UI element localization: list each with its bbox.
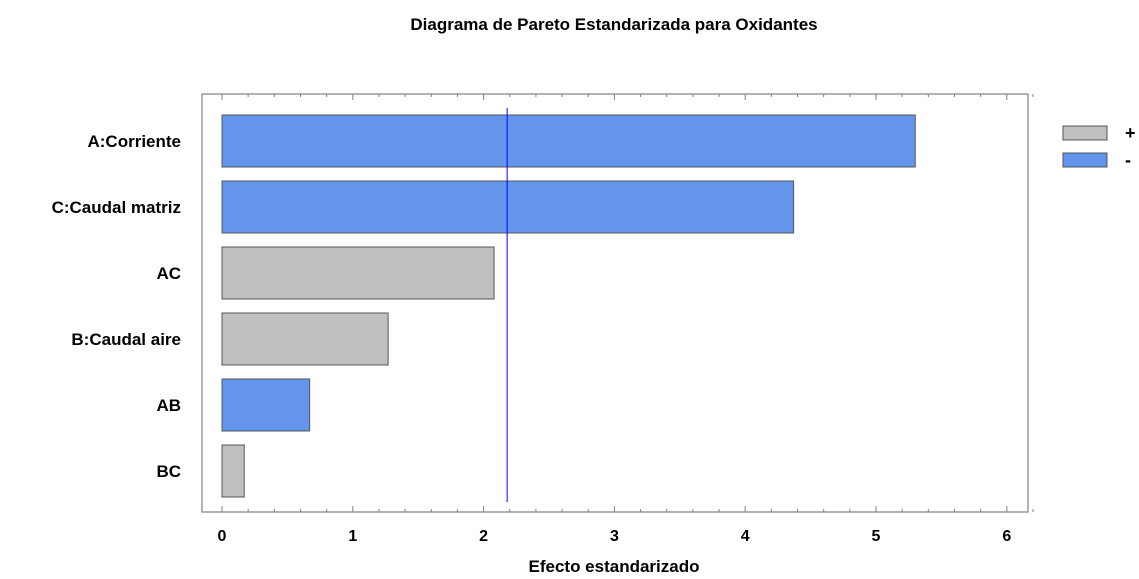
category-labels: A:Corriente C:Caudal matriz AC B:Caudal air… bbox=[52, 132, 181, 481]
chart-title: Diagrama de Pareto Estandarizada para Ox… bbox=[410, 15, 817, 34]
bar-bc bbox=[221, 444, 245, 498]
bar-c-caudal-matriz bbox=[221, 180, 795, 234]
x-tick-label: 2 bbox=[479, 528, 488, 545]
legend-label: + bbox=[1125, 123, 1136, 143]
x-tick-labels: 0 1 2 3 4 5 6 bbox=[218, 528, 1012, 545]
x-tick-label: 6 bbox=[1002, 528, 1011, 545]
bar-ab bbox=[221, 378, 311, 432]
legend: +- bbox=[1062, 123, 1136, 170]
x-tick-label: 3 bbox=[610, 528, 619, 545]
top-minor-ticks bbox=[221, 94, 1034, 100]
bar-ac bbox=[221, 246, 495, 300]
category-label: AC bbox=[156, 264, 181, 283]
x-tick-label: 0 bbox=[218, 528, 227, 545]
category-label: BC bbox=[156, 462, 181, 481]
x-axis-label: Efecto estandarizado bbox=[529, 557, 700, 576]
bars-group bbox=[221, 114, 916, 498]
x-tick-label: 5 bbox=[872, 528, 881, 545]
category-label: B:Caudal aire bbox=[71, 330, 181, 349]
legend-swatch bbox=[1062, 152, 1108, 168]
bar-a-corriente bbox=[221, 114, 916, 168]
category-label: A:Corriente bbox=[87, 132, 181, 151]
category-label: C:Caudal matriz bbox=[52, 198, 181, 217]
x-tick-label: 1 bbox=[348, 528, 357, 545]
legend-label: - bbox=[1125, 150, 1131, 170]
category-label: AB bbox=[156, 396, 181, 415]
x-tick-label: 4 bbox=[741, 528, 750, 545]
bar-b-caudal-aire bbox=[221, 312, 389, 366]
x-axis-ticks bbox=[221, 506, 1034, 512]
legend-swatch bbox=[1062, 125, 1108, 141]
